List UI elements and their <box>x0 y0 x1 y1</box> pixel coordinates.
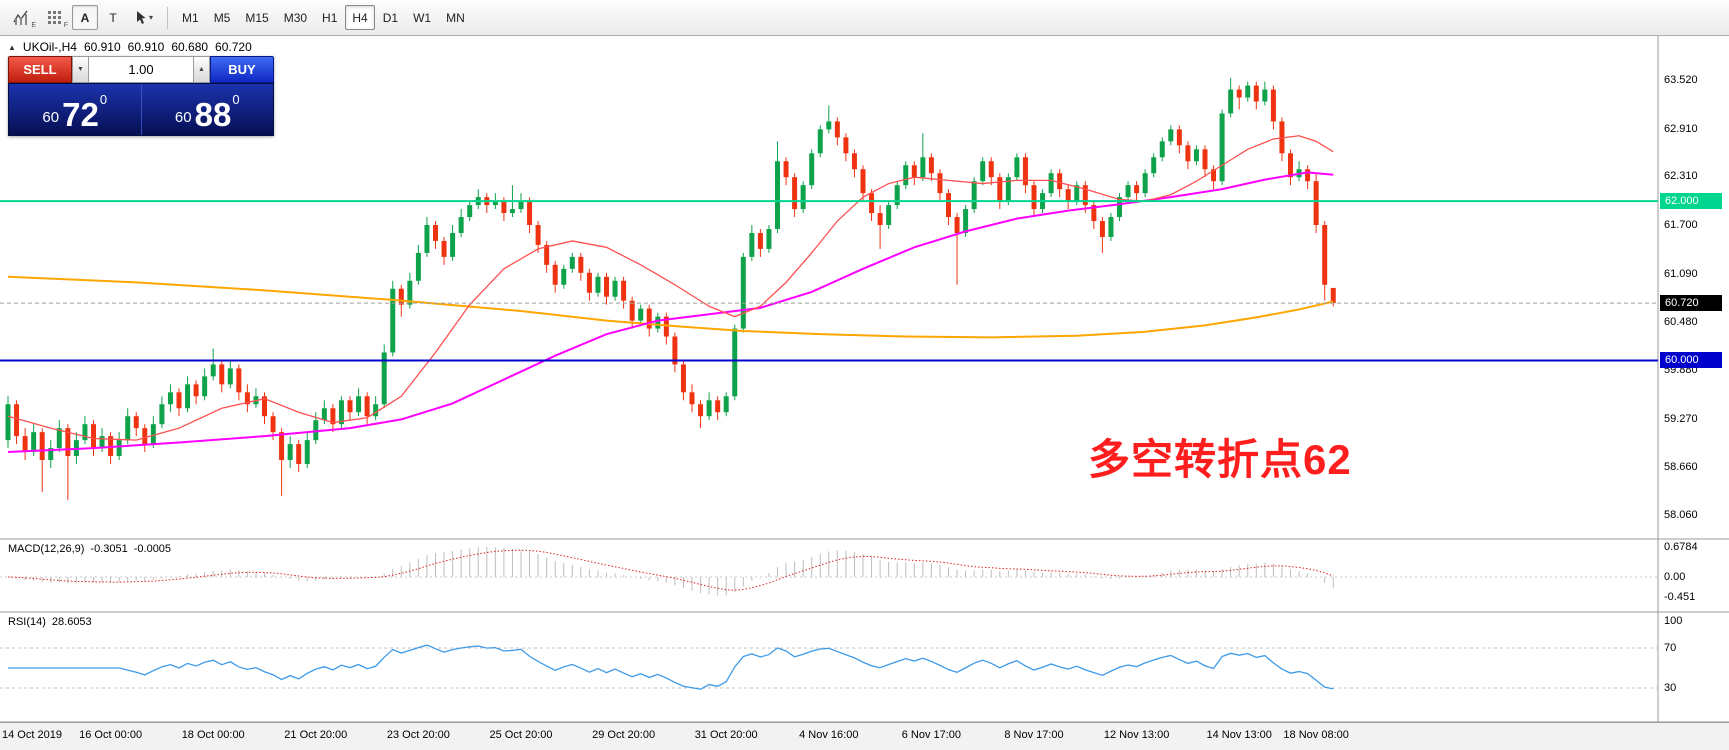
time-axis-label: 23 Oct 20:00 <box>386 729 450 741</box>
sell-button[interactable]: SELL <box>8 56 72 83</box>
time-axis-label: 16 Oct 00:00 <box>79 729 143 741</box>
timeframe-button-m15[interactable]: M15 <box>245 10 269 25</box>
time-axis-label: 29 Oct 20:00 <box>592 729 656 741</box>
time-axis-label: 31 Oct 20:00 <box>694 729 758 741</box>
macd-value-main: -0.3051 <box>90 543 128 555</box>
buy-price-display[interactable]: 60 88 0 <box>140 84 274 135</box>
one-click-trade-panel: SELL ▼ ▲ BUY 60 72 0 60 88 0 <box>8 56 274 136</box>
time-axis-label: 14 Nov 13:00 <box>1206 729 1272 741</box>
chart-symbol: UKOil-,H4 <box>22 40 77 54</box>
chart-annotation: 多空转折点62 <box>1088 436 1352 483</box>
icon-sub-label: F <box>63 22 68 29</box>
macd-name: MACD(12,26,9) <box>8 543 85 555</box>
ohlc-low: 60.680 <box>171 40 209 54</box>
time-axis-label: 14 Oct 2019 <box>2 729 62 741</box>
buy-price-handle: 60 <box>174 109 192 126</box>
toolbar-separator <box>167 6 169 29</box>
time-axis-label: 6 Nov 17:00 <box>901 729 962 741</box>
macd-label: MACD(12,26,9) -0.3051 -0.0005 <box>8 543 171 555</box>
timeframe-button-h1[interactable]: H1 <box>322 10 338 25</box>
icon-sub-label: E <box>31 22 36 29</box>
timeframe-button-h4[interactable]: H4 <box>345 5 375 30</box>
volume-increase-button[interactable]: ▲ <box>193 56 210 83</box>
rsi-label: RSI(14) 28.6053 <box>8 616 92 628</box>
cursor-icon <box>137 11 146 24</box>
time-axis-label: 4 Nov 16:00 <box>799 729 859 741</box>
grid-button[interactable]: F <box>40 5 70 30</box>
buy-price-sup: 0 <box>232 92 240 107</box>
cursor-button[interactable]: ▾ <box>128 5 160 30</box>
text-t-button[interactable]: T <box>100 5 126 30</box>
rsi-value: 28.6053 <box>51 616 92 628</box>
time-axis-label: 12 Nov 13:00 <box>1103 729 1170 741</box>
sell-price-handle: 60 <box>42 109 60 126</box>
text-t-label: T <box>109 10 117 25</box>
sell-price-display[interactable]: 60 72 0 <box>9 84 141 135</box>
rsi-name: RSI(14) <box>8 616 46 628</box>
timeframe-button-d1[interactable]: D1 <box>382 10 399 25</box>
timeframe-group: M1 M5 M15 M30 H1 H4 D1 W1 MN <box>175 5 472 30</box>
timeframe-button-m5[interactable]: M5 <box>213 10 231 25</box>
chart-shift-marker-icon: ▲ <box>8 42 16 52</box>
timeframe-button-m1[interactable]: M1 <box>182 10 199 25</box>
timeframe-button-m30[interactable]: M30 <box>283 10 308 25</box>
time-axis-label: 25 Oct 20:00 <box>489 729 553 741</box>
toolbar: E F A T ▾ M1 M5 M15 M30 H1 H4 D1 W1 MN <box>0 0 1729 36</box>
buy-button[interactable]: BUY <box>210 56 274 83</box>
chart-ohlc-header: ▲ UKOil-,H4 60.910 60.910 60.680 60.720 <box>8 40 252 54</box>
dropdown-caret-icon: ▾ <box>149 13 154 22</box>
time-axis-label: 21 Oct 20:00 <box>284 729 348 741</box>
time-axis[interactable]: 14 Oct 2019 16 Oct 00:00 18 Oct 00:00 21 Oc… <box>0 722 1729 750</box>
volume-input[interactable] <box>89 56 193 83</box>
macd-value-signal: -0.0005 <box>133 543 172 555</box>
time-axis-label: 18 Oct 00:00 <box>181 729 245 741</box>
text-a-label: A <box>80 10 90 25</box>
text-a-button[interactable]: A <box>72 5 98 30</box>
sell-price-big: 72 <box>62 95 99 133</box>
chart-style-button[interactable]: E <box>6 5 38 30</box>
volume-decrease-button[interactable]: ▼ <box>72 56 89 83</box>
sell-price-sup: 0 <box>99 92 108 107</box>
ohlc-open: 60.910 <box>83 40 121 54</box>
grid-icon <box>48 10 61 24</box>
ohlc-close: 60.720 <box>215 40 252 54</box>
timeframe-button-mn[interactable]: MN <box>446 10 465 25</box>
ohlc-high: 60.910 <box>127 40 165 54</box>
charts-icon <box>13 10 28 25</box>
time-axis-label: 8 Nov 17:00 <box>1004 729 1064 741</box>
time-axis-label: 18 Nov 08:00 <box>1283 729 1349 741</box>
buy-price-big: 88 <box>194 95 232 133</box>
timeframe-button-w1[interactable]: W1 <box>413 10 432 25</box>
